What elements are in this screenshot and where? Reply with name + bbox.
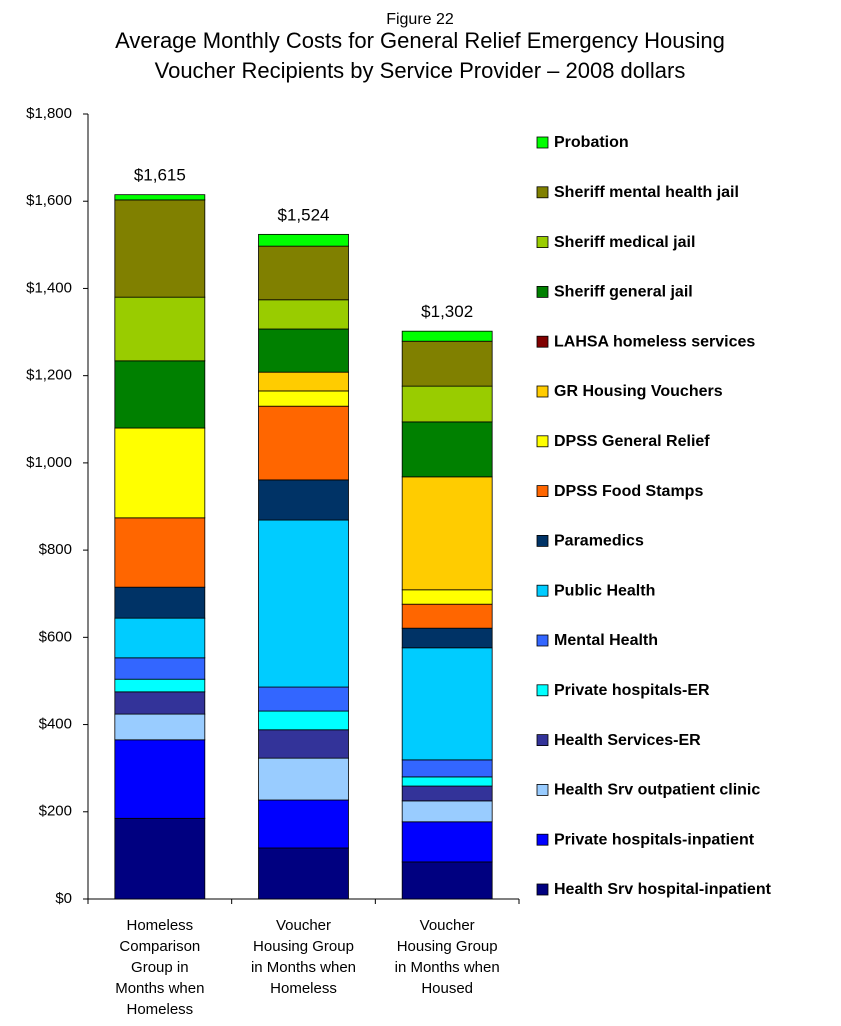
bar-segment: [114, 427, 206, 519]
bar-segment: [114, 657, 206, 680]
legend-swatch: [536, 734, 549, 746]
bar-segment: [401, 627, 493, 649]
legend-label: Health Services-ER: [554, 732, 701, 749]
legend-swatch: [536, 584, 549, 597]
legend-label: Private hospitals-inpatient: [554, 831, 755, 848]
bar-segment: [114, 617, 206, 659]
bar-segment: [401, 603, 493, 629]
x-tick-label: Voucher Housing Group in Months when Housed: [395, 917, 500, 997]
bar-segment: [114, 517, 206, 588]
legend-label: Health Srv outpatient clinic: [554, 782, 760, 799]
bar-segment: [258, 757, 349, 801]
legend-swatch: [536, 236, 549, 249]
legend-label: Paramedics: [554, 533, 644, 550]
legend-label: Public Health: [554, 582, 655, 599]
y-tick-label: $200: [39, 803, 72, 820]
bar-segment: [401, 385, 493, 423]
bar-segment: [401, 476, 493, 591]
bar-segment: [401, 647, 493, 761]
y-tick-label: $1,200: [26, 367, 72, 384]
legend-swatch: [536, 535, 549, 547]
y-tick-label: $1,800: [26, 105, 72, 122]
bar-segment: [114, 739, 206, 819]
legend-label: Sheriff mental health jail: [554, 184, 739, 201]
x-tick-label: Voucher Housing Group in Months when Homele…: [251, 917, 356, 997]
bar-segment: [114, 691, 206, 715]
legend-swatch: [536, 833, 549, 846]
bar-segment: [258, 328, 349, 373]
bar-segment: [401, 785, 493, 802]
legend-swatch: [536, 136, 549, 149]
bar-segment: [114, 713, 206, 741]
legend-swatch: [536, 485, 549, 498]
bar-segment: [401, 330, 493, 342]
bar-segment: [258, 686, 349, 712]
bar-segment: [401, 800, 493, 823]
y-tick-label: $1,000: [26, 454, 72, 471]
x-tick-label: Homeless Comparison Group in Months when Hom…: [115, 917, 204, 1018]
y-tick-label: $800: [39, 541, 72, 558]
legend-swatch: [536, 186, 549, 199]
legend-label: Sheriff medical jail: [554, 234, 695, 251]
bar-segment: [258, 847, 349, 900]
bar-segment: [401, 861, 493, 900]
bar-segment: [258, 710, 349, 731]
bar-segment: [258, 233, 349, 247]
total-label: $1,615: [134, 166, 186, 185]
legend-label: GR Housing Vouchers: [554, 383, 723, 400]
bar-segment: [114, 360, 206, 429]
y-tick-label: $600: [39, 628, 72, 645]
legend-label: Health Srv hospital-inpatient: [554, 881, 772, 898]
total-label: $1,524: [278, 205, 330, 224]
bar-segment: [114, 194, 206, 201]
legend-label: Sheriff general jail: [554, 284, 693, 301]
legend-swatch: [536, 684, 549, 697]
y-tick-label: $400: [39, 716, 72, 733]
legend-label: Mental Health: [554, 632, 658, 649]
bar-segment: [258, 519, 349, 688]
legend-label: Private hospitals-ER: [554, 682, 710, 699]
legend-label: DPSS General Relief: [554, 433, 710, 450]
chart-title: Average Monthly Costs for General Relief…: [115, 28, 725, 83]
legend-swatch: [536, 883, 549, 896]
bar-segment: [258, 729, 349, 759]
bar-segment: [258, 245, 349, 301]
legend-swatch: [536, 385, 549, 398]
bar-segment: [258, 371, 349, 392]
legend-label: Probation: [554, 134, 629, 151]
figure-label: Figure 22: [386, 11, 454, 28]
bar-segment: [114, 678, 206, 693]
bar-segment: [114, 296, 206, 362]
legend-swatch: [536, 435, 549, 448]
total-label: $1,302: [421, 302, 473, 321]
bar-segment: [258, 479, 349, 521]
y-tick-label: $1,400: [26, 279, 72, 296]
legend-swatch: [536, 285, 549, 298]
bar-segment: [258, 390, 349, 407]
bar-segment: [401, 589, 493, 605]
bar-segment: [401, 340, 493, 387]
legend-swatch: [536, 335, 549, 348]
legend-label: DPSS Food Stamps: [554, 483, 703, 500]
bar-segment: [258, 799, 349, 849]
legend-swatch: [536, 634, 549, 647]
bar-segment: [401, 759, 493, 778]
bar-segment: [114, 199, 206, 298]
bar-segment: [114, 586, 206, 619]
bar-segment: [258, 405, 349, 481]
legend-swatch: [536, 784, 549, 796]
y-tick-label: $1,600: [26, 192, 72, 209]
bar-segment: [401, 821, 493, 863]
y-tick-label: $0: [55, 890, 72, 907]
legend-label: LAHSA homeless services: [554, 333, 755, 350]
bar-segment: [401, 776, 493, 787]
bar-segment: [401, 421, 493, 478]
bar-segment: [258, 299, 349, 330]
bar-segment: [114, 817, 206, 900]
